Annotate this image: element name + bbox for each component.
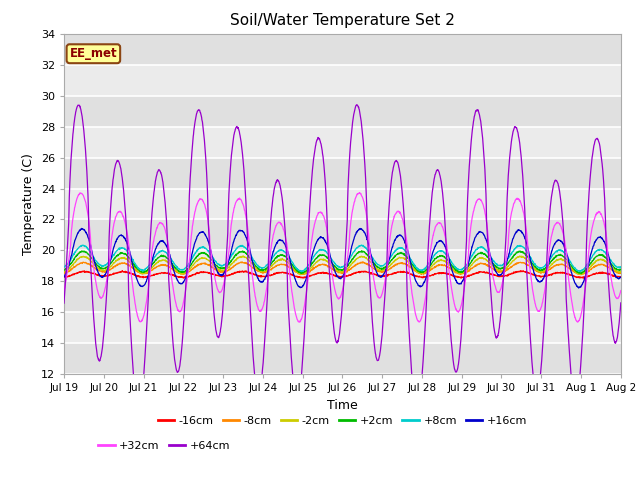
- Text: EE_met: EE_met: [70, 47, 117, 60]
- Bar: [64, 251, 621, 281]
- Bar: [64, 96, 621, 127]
- Bar: [64, 189, 621, 219]
- Bar: [64, 34, 621, 65]
- Bar: [64, 312, 621, 343]
- X-axis label: Time: Time: [327, 399, 358, 412]
- Bar: [64, 65, 621, 96]
- Bar: [64, 127, 621, 157]
- Bar: [64, 219, 621, 251]
- Bar: [64, 343, 621, 374]
- Legend: +32cm, +64cm: +32cm, +64cm: [93, 437, 235, 456]
- Bar: [64, 157, 621, 189]
- Y-axis label: Temperature (C): Temperature (C): [22, 153, 35, 255]
- Title: Soil/Water Temperature Set 2: Soil/Water Temperature Set 2: [230, 13, 455, 28]
- Bar: [64, 281, 621, 312]
